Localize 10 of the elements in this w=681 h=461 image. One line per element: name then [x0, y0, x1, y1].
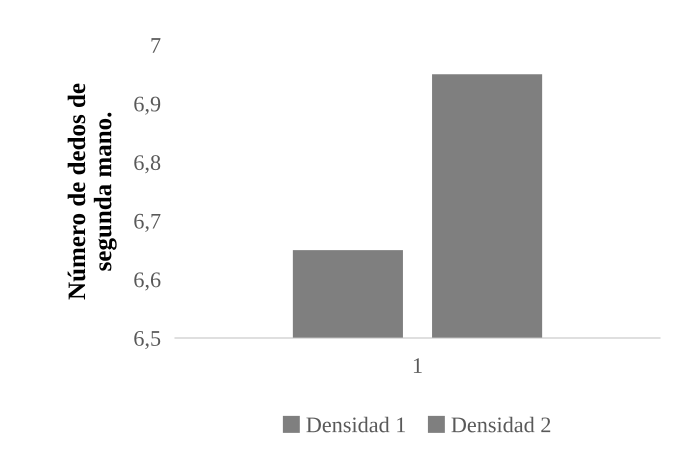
y-tick-label: 6,7 [134, 214, 160, 232]
y-tick-label: 6,6 [134, 272, 160, 291]
y-axis-title: Número de dedos de segunda mano. [68, 84, 117, 300]
legend-label: Densidad 1 [306, 416, 406, 432]
y-tick-label: 6,5 [134, 330, 160, 350]
y-tick-label: 6,9 [134, 96, 160, 115]
y-tick-label: 7 [151, 38, 160, 53]
y-tick-label: 6,8 [134, 155, 160, 174]
x-tick-label: 1 [414, 358, 422, 373]
legend-label: Densidad 2 [451, 416, 550, 432]
